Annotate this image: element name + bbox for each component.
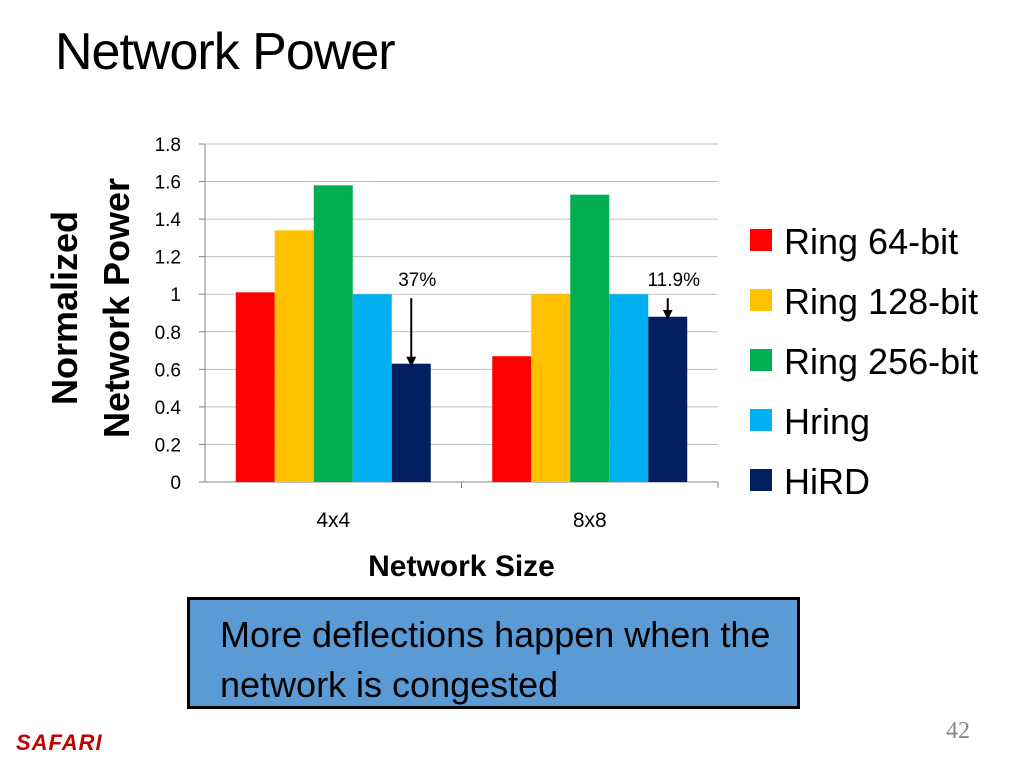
legend-swatch-ring-256-bit xyxy=(750,349,772,371)
legend-label: Hring xyxy=(784,401,870,442)
y-axis-title-line: Normalized xyxy=(44,211,85,405)
bar-hring-8x8 xyxy=(609,294,649,482)
legend-swatch-ring-128-bit xyxy=(750,289,772,311)
bar-ring-256-bit-4x4 xyxy=(313,185,353,483)
y-tick-label: 1.2 xyxy=(155,248,181,269)
annotation-label: 11.9% xyxy=(648,270,701,291)
axis-labels: 0 0.2 0.4 0.6 0.8 1 1.2 1.4 1.6 1.8 4x4 8x8 Network … xyxy=(44,135,607,583)
callout-text: More deflections happen when the network… xyxy=(220,614,771,705)
legend-label: Ring 64-bit xyxy=(784,221,958,262)
y-tick-label: 0 xyxy=(170,473,181,494)
annotations: 37% 11.9% xyxy=(398,270,701,367)
y-tick-label: 1.6 xyxy=(155,173,181,194)
callout-box: More deflections happen when the network… xyxy=(187,597,800,709)
y-tick-label: 0.6 xyxy=(155,360,181,381)
bar-ring-64-bit-8x8 xyxy=(492,356,532,482)
legend-swatch-hird xyxy=(750,469,772,491)
legend-swatch-ring-64-bit xyxy=(750,229,772,251)
safari-logo: SAFARI xyxy=(16,730,103,755)
legend-label: Ring 128-bit xyxy=(784,281,978,322)
bar-ring-128-bit-8x8 xyxy=(531,294,571,482)
x-category-label: 8x8 xyxy=(573,509,607,532)
bar-ring-256-bit-8x8 xyxy=(570,194,610,482)
y-tick-label: 1.8 xyxy=(155,135,181,156)
bar-hird-4x4 xyxy=(391,363,431,482)
bar-ring-128-bit-4x4 xyxy=(274,230,314,482)
y-tick-label: 1 xyxy=(170,285,181,306)
y-tick-label: 1.4 xyxy=(155,210,182,231)
legend-swatch-hring xyxy=(750,409,772,431)
y-tick-label: 0.2 xyxy=(155,435,181,456)
bars xyxy=(235,185,688,483)
page-number: 42 xyxy=(946,718,970,744)
slide-title: Network Power xyxy=(55,23,396,81)
bar-hring-4x4 xyxy=(352,294,392,482)
y-tick-label: 0.8 xyxy=(155,323,181,344)
bar-ring-64-bit-4x4 xyxy=(235,292,275,482)
legend-label: Ring 256-bit xyxy=(784,341,978,382)
bar-hird-8x8 xyxy=(648,316,688,482)
x-axis-title: Network Size xyxy=(368,550,555,583)
x-category-label: 4x4 xyxy=(316,509,350,532)
legend: Ring 64-bit Ring 128-bit Ring 256-bit Hring… xyxy=(750,221,978,502)
annotation-label: 37% xyxy=(398,270,436,291)
y-tick-label: 0.4 xyxy=(155,398,182,419)
y-axis-title-line: Network Power xyxy=(96,178,137,438)
legend-label: HiRD xyxy=(784,461,870,502)
bar-chart: 37% 11.9% 0 0.2 0.4 0.6 0.8 1 1.2 1.4 1.6 1.8 4x4 8x… xyxy=(44,135,978,583)
